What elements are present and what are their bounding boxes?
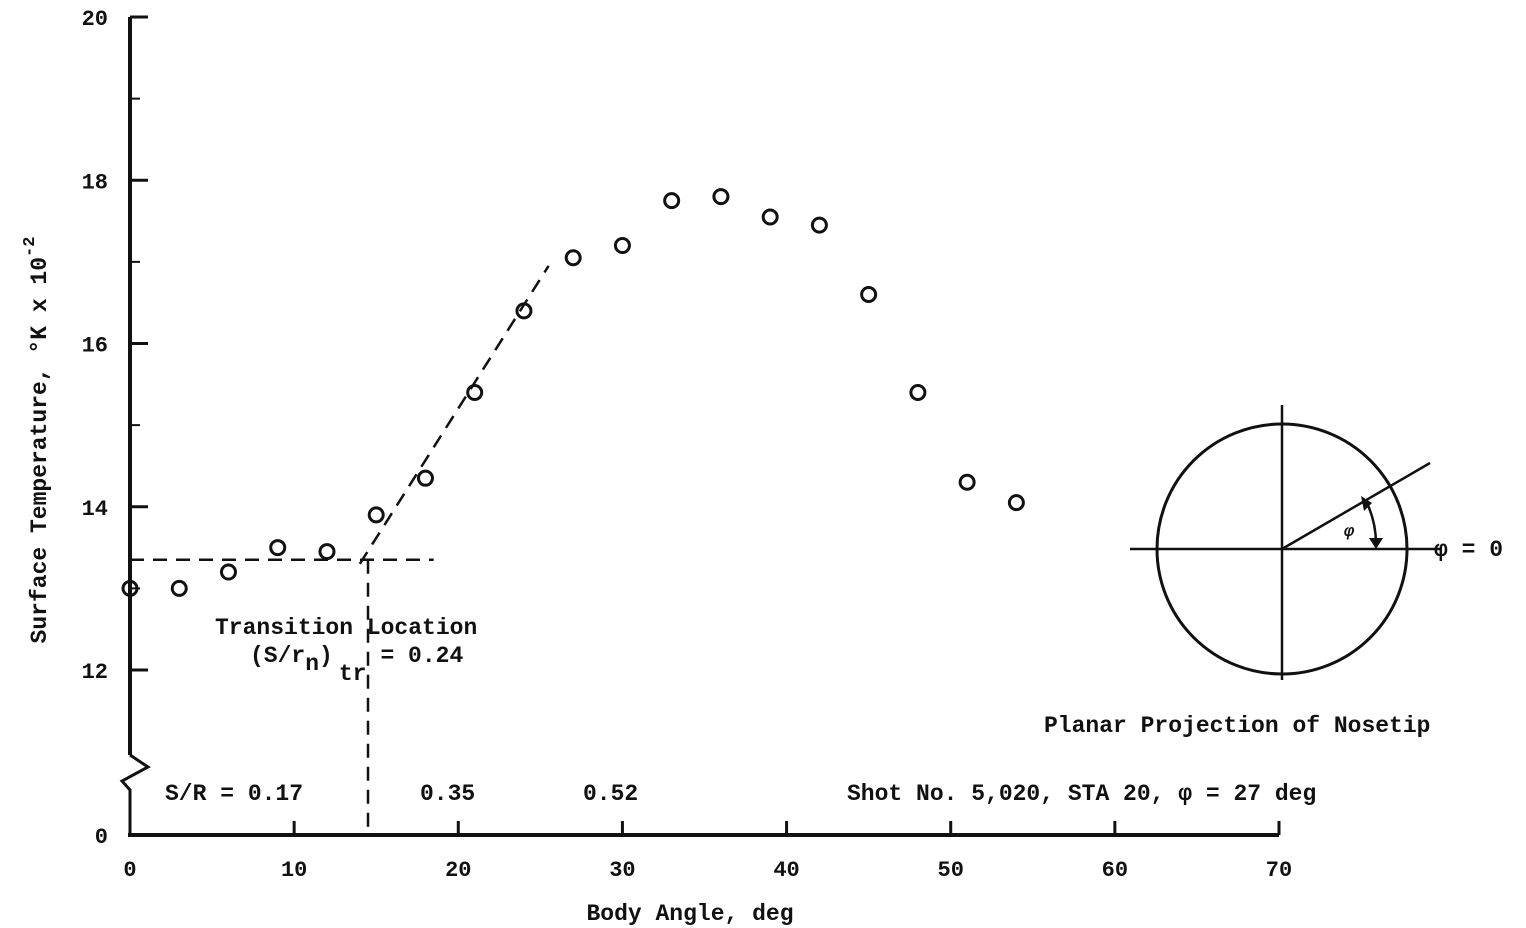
data-points	[121, 188, 1025, 597]
x-tick-label: 60	[1102, 858, 1128, 883]
inset-caption: Planar Projection of Nosetip	[1044, 713, 1430, 739]
y-axis-label: Surface Temperature, °K x 10-2	[21, 237, 53, 644]
data-point	[318, 543, 336, 561]
data-point	[121, 579, 139, 597]
y-tick-label: 18	[82, 170, 108, 195]
inset-phi-zero-label: φ = 0	[1434, 537, 1503, 563]
x-tick-label: 50	[938, 858, 964, 883]
y-tick-label: 20	[82, 7, 108, 32]
y-axis-label-group: Surface Temperature, °K x 10-2	[21, 237, 53, 644]
x-tick-label: 0	[123, 858, 136, 883]
x-axis-label: Body Angle, deg	[586, 901, 793, 927]
data-point	[416, 469, 434, 487]
data-point	[269, 539, 287, 557]
x-tick-label: 20	[445, 858, 471, 883]
data-point	[515, 302, 533, 320]
data-point	[860, 286, 878, 304]
inset-phi-label: φ	[1344, 523, 1355, 542]
data-point	[1007, 494, 1025, 512]
dashed-line	[358, 265, 550, 565]
y-tick-label: 14	[82, 497, 108, 522]
data-point	[810, 216, 828, 234]
data-point	[613, 237, 631, 255]
x-tick-label: 10	[281, 858, 307, 883]
phi-arrowhead-top	[1361, 496, 1372, 511]
data-point	[761, 208, 779, 226]
sr-value-2: 0.35	[420, 781, 475, 807]
x-tick-label: 40	[773, 858, 799, 883]
transition-label: Transition Location	[215, 615, 477, 641]
inset-phi-ray	[1281, 461, 1431, 551]
y-tick-label: 16	[82, 334, 108, 359]
data-point	[466, 383, 484, 401]
y-axis-break	[119, 753, 151, 835]
sr-value-1: S/R = 0.17	[165, 781, 303, 807]
nosetip-inset: φ φ = 0 Planar Projection of Nosetip	[1044, 405, 1503, 739]
data-point	[564, 249, 582, 267]
sr-value-3: 0.52	[583, 781, 638, 807]
y-axis-exponent: -2	[21, 237, 40, 257]
shot-info: Shot No. 5,020, STA 20, φ = 27 deg	[847, 781, 1316, 807]
data-point	[367, 506, 385, 524]
axes	[119, 15, 1281, 837]
fit-lines	[130, 265, 550, 835]
data-point	[909, 383, 927, 401]
x-tick-label: 30	[609, 858, 635, 883]
data-point	[170, 579, 188, 597]
y-tick-label: 12	[82, 660, 108, 685]
transition-formula: (S/rn)tr= 0.24	[250, 643, 463, 687]
data-point	[712, 188, 730, 206]
data-point	[958, 473, 976, 491]
tick-labels: 0 10 20 30 40 50 60 70 12 14 16 18 20 0	[82, 7, 1293, 883]
data-point	[663, 192, 681, 210]
phi-arrowhead-bottom	[1369, 538, 1383, 549]
data-point	[219, 563, 237, 581]
x-tick-label: 70	[1266, 858, 1292, 883]
y-zero-label: 0	[95, 825, 108, 850]
